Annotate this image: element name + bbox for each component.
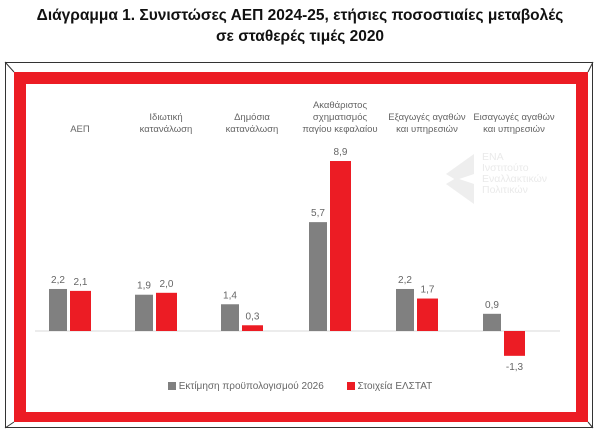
category-label-line: ΑΕΠ <box>70 124 90 135</box>
data-label: 2,2 <box>398 275 412 286</box>
watermark-logo: ΕΝΑ Ινστιτούτο Εναλλακτικών Πολιτικών <box>446 151 548 204</box>
category-label-line: Ιδιωτική <box>149 112 183 123</box>
data-label: 0,9 <box>485 300 499 311</box>
legend-item: Εκτίμηση προϋπολογισμού 2026 <box>167 381 324 392</box>
category-label: Δημόσια κατανάλωση <box>207 96 297 136</box>
bar-elstat <box>504 331 525 356</box>
title-line-2: σε σταθερές τιμές 2020 <box>215 28 385 45</box>
bar-elstat <box>156 292 177 331</box>
watermark-line: ΕΝΑ <box>482 151 504 163</box>
bar-budget-estimate <box>309 222 327 331</box>
legend-swatch-red <box>346 382 355 390</box>
legend-item: Στοιχεία ΕΛΣΤΑΤ <box>346 381 433 392</box>
watermark-line: Ινστιτούτο <box>482 162 529 174</box>
data-label: 2,2 <box>51 275 65 286</box>
category-label-line: Ακαθάριστος <box>312 100 368 111</box>
legend-label: Στοιχεία ΕΛΣΤΑΤ <box>357 381 433 392</box>
category-label-line: κατανάλωση <box>139 124 193 135</box>
chart-title: Διάγραμμα 1. Συνιστώσες ΑΕΠ 2024-25, ετή… <box>0 5 600 47</box>
legend: Εκτίμηση προϋπολογισμού 2026 Στοιχεία ΕΛ… <box>0 381 600 392</box>
category-label: Εισαγωγές αγαθών και υπηρεσιών <box>469 96 559 136</box>
logo-mark-icon <box>446 154 474 204</box>
bar-budget-estimate <box>483 313 501 331</box>
title-line-1: Διάγραμμα 1. Συνιστώσες ΑΕΠ 2024-25, ετή… <box>36 7 564 24</box>
category-label: Ιδιωτική κατανάλωση <box>121 96 211 136</box>
category-label-line: σχηματισμός <box>312 112 368 123</box>
category-label-line: Εισαγωγές αγαθών <box>473 112 555 123</box>
data-label: 2,0 <box>160 279 174 290</box>
data-label: 2,1 <box>74 277 88 288</box>
bar-elstat <box>242 325 263 331</box>
category-label-line: Δημόσια <box>234 112 270 123</box>
data-label: 0,3 <box>246 311 260 322</box>
watermark-line: Πολιτικών <box>482 184 528 196</box>
category-label: Εξαγωγές αγαθών και υπηρεσιών <box>382 96 472 136</box>
category-label-line: και υπηρεσιών <box>396 124 458 135</box>
plot-area <box>26 84 576 412</box>
legend-label: Εκτίμηση προϋπολογισμού 2026 <box>178 381 324 392</box>
category-label-line: παγίου κεφαλαίου <box>302 124 378 135</box>
bar-budget-estimate <box>49 288 67 331</box>
data-label: 5,7 <box>311 208 325 219</box>
legend-swatch-gray <box>167 382 176 390</box>
category-label-line: Εξαγωγές αγαθών <box>388 112 466 123</box>
watermark-line: Εναλλακτικών <box>482 173 548 185</box>
bar-elstat <box>417 298 438 331</box>
bar-budget-estimate <box>396 288 414 331</box>
bar-budget-estimate <box>221 304 239 331</box>
bar-elstat <box>330 161 351 331</box>
category-label-line: και υπηρεσιών <box>483 124 545 135</box>
data-label: 1,9 <box>137 281 151 292</box>
category-label-line: κατανάλωση <box>225 124 279 135</box>
bar-elstat <box>70 290 91 331</box>
bar-budget-estimate <box>135 294 153 331</box>
data-label: -1,3 <box>506 362 524 373</box>
chart-frame <box>5 62 593 428</box>
category-label: Ακαθάριστος σχηματισμός παγίου κεφαλαίου <box>295 96 385 136</box>
data-label: 8,9 <box>334 147 348 158</box>
category-label: ΑΕΠ <box>35 96 125 136</box>
data-label: 1,7 <box>421 285 435 296</box>
data-label: 1,4 <box>223 290 237 301</box>
